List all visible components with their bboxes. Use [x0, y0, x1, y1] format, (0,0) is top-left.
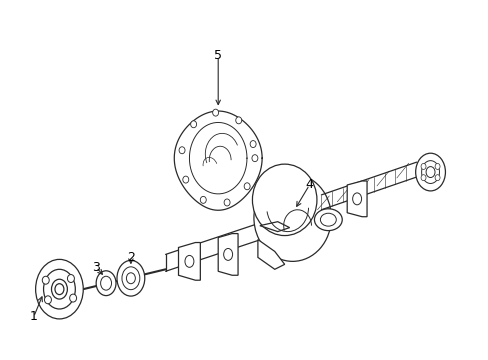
Ellipse shape [55, 284, 64, 294]
Ellipse shape [415, 153, 445, 191]
Polygon shape [257, 239, 284, 269]
Ellipse shape [352, 193, 361, 205]
Polygon shape [218, 234, 238, 275]
Polygon shape [178, 243, 200, 280]
Ellipse shape [250, 141, 256, 148]
Polygon shape [346, 181, 366, 217]
Ellipse shape [251, 155, 257, 162]
Ellipse shape [126, 273, 135, 284]
Ellipse shape [96, 271, 116, 296]
Ellipse shape [434, 163, 439, 170]
Ellipse shape [43, 269, 75, 309]
Text: 2: 2 [127, 251, 135, 264]
Ellipse shape [212, 109, 218, 116]
Ellipse shape [36, 260, 83, 319]
Polygon shape [259, 222, 289, 231]
Ellipse shape [420, 175, 425, 181]
Ellipse shape [51, 279, 67, 299]
Ellipse shape [190, 121, 196, 128]
Ellipse shape [122, 267, 140, 290]
Ellipse shape [223, 248, 232, 260]
Ellipse shape [183, 176, 188, 183]
Ellipse shape [184, 255, 194, 267]
Text: 1: 1 [30, 310, 38, 323]
Text: 5: 5 [214, 49, 222, 63]
Ellipse shape [253, 174, 331, 261]
Ellipse shape [421, 161, 439, 184]
Ellipse shape [235, 117, 241, 124]
Ellipse shape [101, 276, 111, 290]
Ellipse shape [314, 209, 342, 231]
Ellipse shape [67, 275, 74, 283]
Ellipse shape [117, 260, 144, 296]
Ellipse shape [44, 296, 51, 304]
Ellipse shape [42, 276, 49, 284]
Ellipse shape [320, 213, 336, 226]
Ellipse shape [224, 199, 229, 206]
Ellipse shape [200, 197, 206, 203]
Ellipse shape [69, 294, 77, 302]
Ellipse shape [179, 147, 184, 154]
Ellipse shape [434, 175, 439, 181]
Ellipse shape [420, 163, 425, 170]
Ellipse shape [425, 167, 434, 177]
Text: 3: 3 [92, 261, 100, 274]
Ellipse shape [244, 183, 249, 190]
Text: 4: 4 [305, 179, 313, 192]
Ellipse shape [252, 164, 316, 235]
